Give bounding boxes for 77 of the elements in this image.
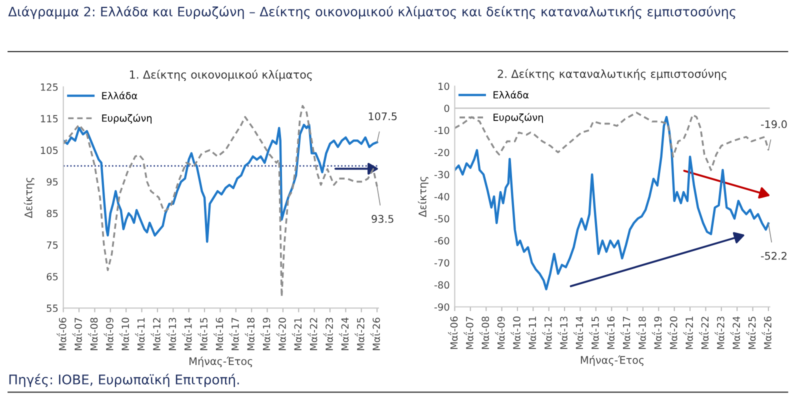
- x-tick-label: Μαΐ-26: [762, 316, 772, 349]
- y-tick-label: -70: [434, 259, 450, 267]
- x-tick-label: Μαΐ-16: [604, 316, 615, 349]
- x-tick-label: Μαΐ-20: [668, 316, 678, 349]
- y-axis-title: Δείκτης: [24, 178, 34, 218]
- annotation: 107.5: [368, 112, 397, 120]
- y-tick-label: -90: [434, 303, 450, 311]
- x-tick-label: Μαΐ-15: [589, 316, 599, 349]
- y-tick-label: 85: [46, 210, 58, 218]
- y-tick-label: -20: [434, 148, 450, 156]
- y-tick-label: 125: [40, 83, 58, 91]
- x-tick-label: Μαΐ-13: [558, 316, 568, 349]
- x-tick-label: Μαΐ-17: [620, 316, 630, 349]
- y-tick-label: -80: [434, 281, 450, 289]
- legend-label: Ευρωζώνη: [102, 114, 152, 124]
- x-tick-label: Μαΐ-06: [448, 316, 458, 349]
- y-tick-label: -50: [434, 215, 450, 222]
- y-tick-label: -40: [434, 192, 450, 200]
- y-tick-label: -30: [434, 170, 450, 178]
- x-tick-label: Μαΐ-23: [323, 318, 333, 350]
- x-tick-label: Μαΐ-12: [542, 316, 552, 349]
- x-tick-label: Μαΐ-15: [198, 318, 208, 350]
- y-tick-label: 115: [40, 115, 58, 122]
- x-tick-label: Μαΐ-09: [495, 316, 505, 349]
- y-tick-label: -60: [434, 237, 450, 244]
- text: Διάγραμμα 2: Ελλάδα και Ευρωζώνη – Δείκτης οικονομικού κλίματος και δείκτης καταναλωτικής εμπιστοσύνης: [8, 6, 736, 19]
- x-tick-label: Μαΐ-17: [229, 318, 239, 350]
- annotation: -52.2: [761, 252, 786, 260]
- x-tick-label: Μαΐ-24: [730, 316, 740, 349]
- annotation: 93.5: [372, 214, 394, 223]
- x-tick-label: Μαΐ-10: [119, 318, 130, 350]
- x-tick-label: Μαΐ-22: [698, 316, 709, 349]
- x-axis-title: Μήνας-Έτος: [580, 355, 644, 366]
- x-tick-label: Μαΐ-14: [573, 316, 584, 349]
- x-tick-label: Μαΐ-08: [88, 318, 98, 350]
- x-tick-label: Μαΐ-14: [182, 318, 192, 350]
- legend-label: Ελλάδα: [494, 90, 529, 99]
- x-tick-label: Μαΐ-12: [150, 318, 160, 350]
- x-tick-label: Μαΐ-26: [370, 318, 380, 350]
- x-tick-label: Μαΐ-06: [56, 318, 66, 350]
- y-tick-label: 0: [444, 104, 450, 112]
- y-tick-label: 95: [46, 178, 58, 186]
- y-tick-label: 10: [438, 82, 450, 90]
- x-tick-label: Μαΐ-09: [104, 318, 114, 350]
- chart-title: 1. Δείκτης οικονομικού κλίματος: [130, 70, 312, 81]
- x-tick-label: Μαΐ-25: [354, 318, 364, 350]
- x-tick-label: Μαΐ-08: [479, 316, 490, 349]
- x-tick-label: Μαΐ-13: [166, 318, 176, 350]
- x-tick-label: Μαΐ-20: [276, 318, 286, 350]
- x-tick-label: Μαΐ-19: [260, 318, 270, 350]
- x-tick-label: Μαΐ-18: [636, 316, 646, 349]
- x-tick-label: Μαΐ-23: [714, 316, 724, 349]
- text: Πηγές: ΙΟΒΕ, Ευρωπαϊκή Επιτροπή.: [9, 374, 239, 388]
- x-tick-label: Μαΐ-22: [308, 318, 318, 350]
- legend-label: Ελλάδα: [102, 91, 138, 100]
- x-tick-label: Μαΐ-25: [746, 316, 756, 349]
- x-tick-label: Μαΐ-18: [244, 318, 255, 350]
- x-tick-label: Μαΐ-21: [292, 318, 302, 350]
- x-tick-label: Μαΐ-16: [214, 318, 224, 350]
- y-tick-label: -10: [434, 126, 450, 134]
- chart-title: 2. Δείκτης καταναλωτικής εμπιστοσύνης: [498, 68, 726, 80]
- x-tick-label: Μαΐ-10: [510, 316, 520, 349]
- x-tick-label: Μαΐ-07: [72, 318, 82, 350]
- y-tick-label: 105: [40, 146, 58, 154]
- y-tick-label: 65: [46, 272, 58, 280]
- x-axis-title: Μήνας-Έτος: [190, 356, 252, 368]
- x-tick-label: Μαΐ-11: [526, 316, 536, 349]
- x-tick-label: Μαΐ-07: [464, 316, 474, 349]
- x-tick-label: Μαΐ-19: [652, 316, 662, 349]
- y-axis-title: Δείκτης: [418, 176, 428, 218]
- x-tick-label: Μαΐ-24: [338, 318, 349, 350]
- legend-label: Ευρωζώνη: [494, 113, 543, 123]
- y-tick-label: 75: [46, 242, 58, 249]
- annotation: -19.0: [761, 120, 787, 128]
- x-tick-label: Μαΐ-11: [135, 318, 145, 350]
- y-tick-label: 55: [46, 304, 58, 312]
- x-tick-label: Μαΐ-21: [683, 316, 693, 349]
